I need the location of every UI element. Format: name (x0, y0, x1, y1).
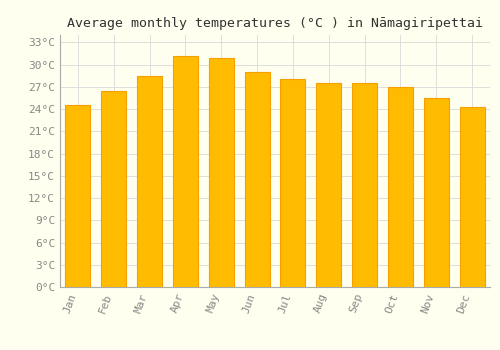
Bar (137, 76, 162, 287)
Bar (101, 91, 126, 287)
Bar (66, 105, 90, 287)
Bar (173, 56, 198, 287)
Bar (208, 58, 234, 287)
Bar (388, 87, 413, 287)
Bar (352, 83, 377, 287)
Bar (316, 83, 342, 287)
Bar (244, 72, 270, 287)
Bar (424, 98, 449, 287)
Title: Average monthly temperatures (°C ) in Nāmagiripettai: Average monthly temperatures (°C ) in Nā… (67, 17, 483, 30)
Bar (280, 79, 305, 287)
Bar (460, 107, 484, 287)
